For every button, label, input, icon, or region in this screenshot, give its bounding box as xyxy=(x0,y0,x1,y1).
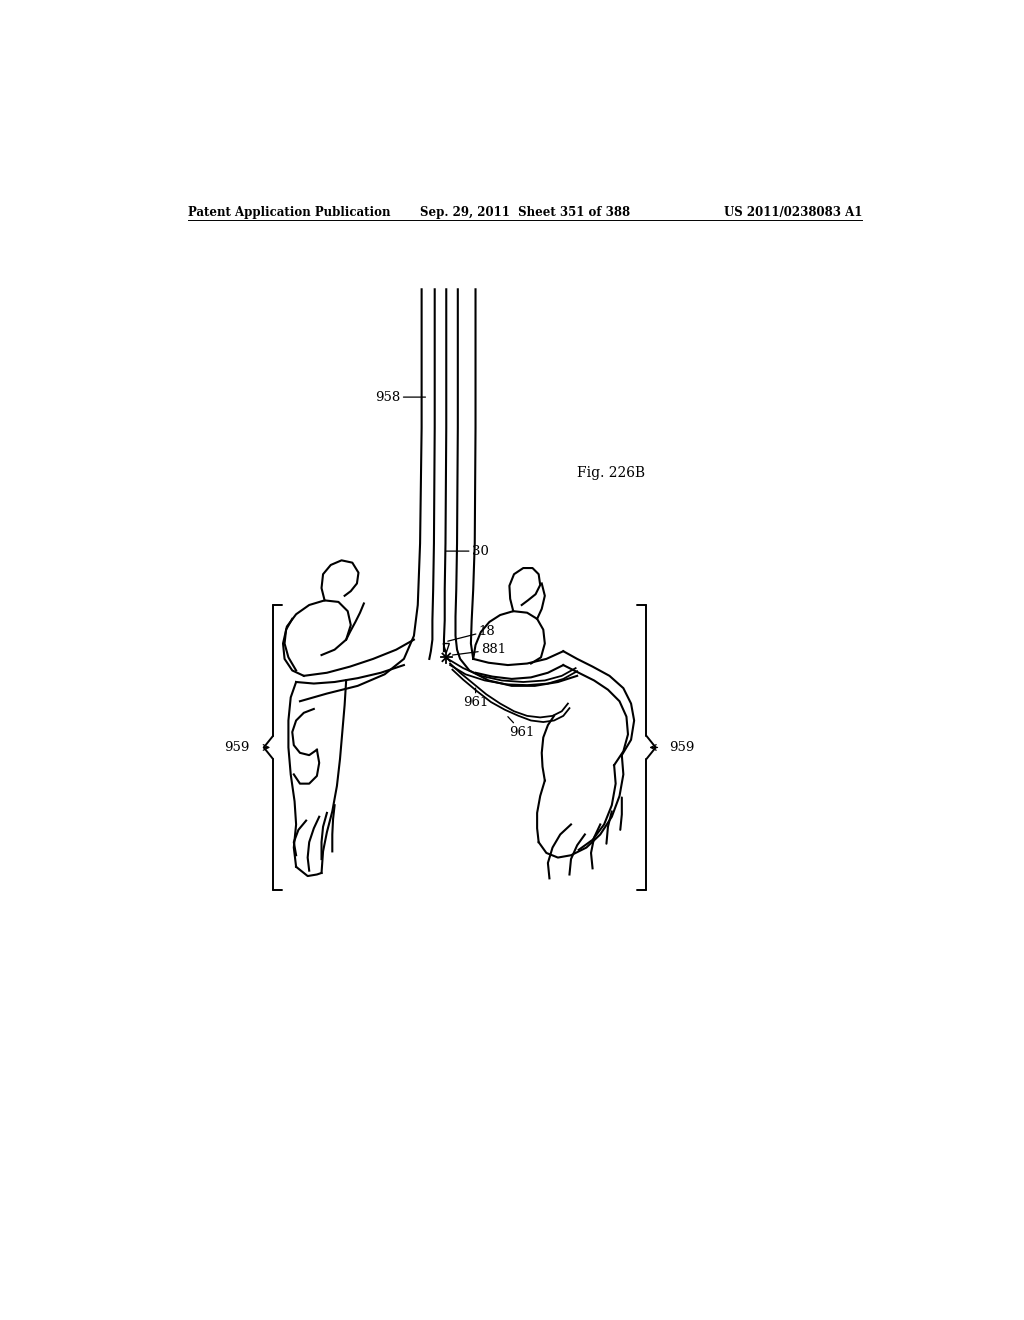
Text: 961: 961 xyxy=(508,717,535,739)
Text: 958: 958 xyxy=(376,391,425,404)
Text: 959: 959 xyxy=(670,741,695,754)
Text: 961: 961 xyxy=(463,688,488,709)
Polygon shape xyxy=(443,644,450,653)
Text: 959: 959 xyxy=(224,741,250,754)
Text: Patent Application Publication: Patent Application Publication xyxy=(188,206,391,219)
Text: 18: 18 xyxy=(447,624,496,642)
Text: 30: 30 xyxy=(446,545,488,557)
Text: Fig. 226B: Fig. 226B xyxy=(578,466,645,480)
Text: US 2011/0238083 A1: US 2011/0238083 A1 xyxy=(724,206,862,219)
Text: 881: 881 xyxy=(453,643,506,656)
Text: Sep. 29, 2011  Sheet 351 of 388: Sep. 29, 2011 Sheet 351 of 388 xyxy=(420,206,630,219)
